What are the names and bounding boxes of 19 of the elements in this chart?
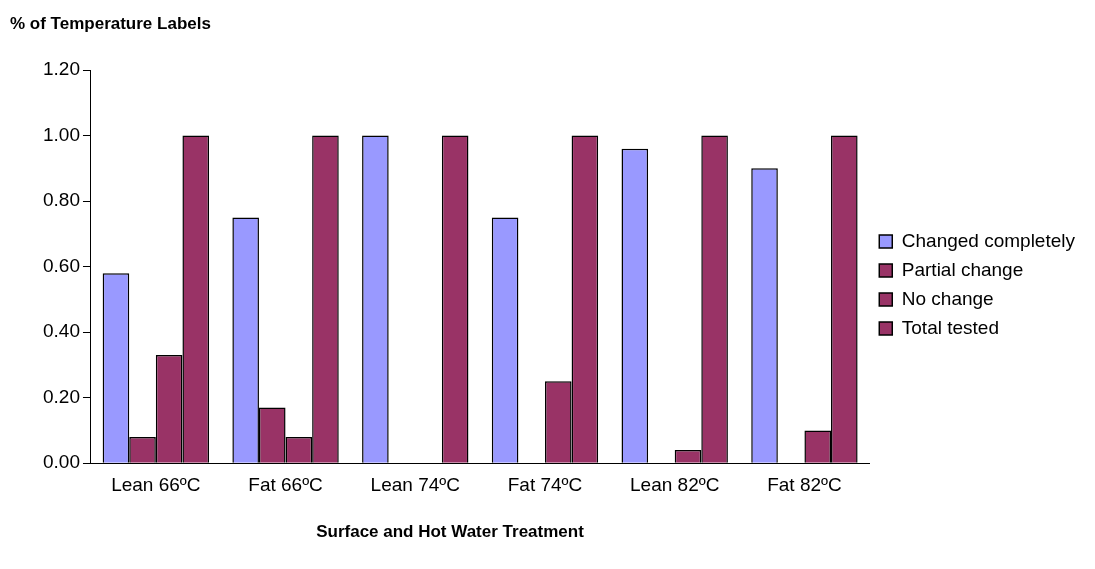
legend-label: Changed completely [901, 229, 1076, 251]
legend-label: Total tested [901, 316, 999, 338]
x-axis-title: Surface and Hot Water Treatment [315, 522, 585, 542]
y-tick-label: 0.00 [43, 451, 80, 473]
x-tick-label: Lean 74ºC [370, 473, 460, 495]
y-tick-label: 1.00 [43, 123, 80, 145]
y-tick-label: 0.40 [43, 320, 80, 342]
legend-label: No change [901, 287, 994, 309]
x-tick-label: Lean 82ºC [630, 473, 720, 495]
y-axis-title: % of Temperature Labels [10, 14, 211, 34]
x-tick-label: Fat 66ºC [248, 473, 323, 495]
y-tick-label: 0.80 [43, 189, 80, 211]
x-tick-label: Lean 66ºC [111, 473, 201, 495]
x-tick-label: Fat 82ºC [767, 473, 842, 495]
y-tick-label: 1.20 [43, 58, 80, 80]
legend-label: Partial change [901, 258, 1024, 280]
y-tick-label: 0.60 [43, 254, 80, 276]
x-tick-label: Fat 74ºC [507, 473, 583, 495]
y-tick-label: 0.20 [43, 385, 80, 407]
